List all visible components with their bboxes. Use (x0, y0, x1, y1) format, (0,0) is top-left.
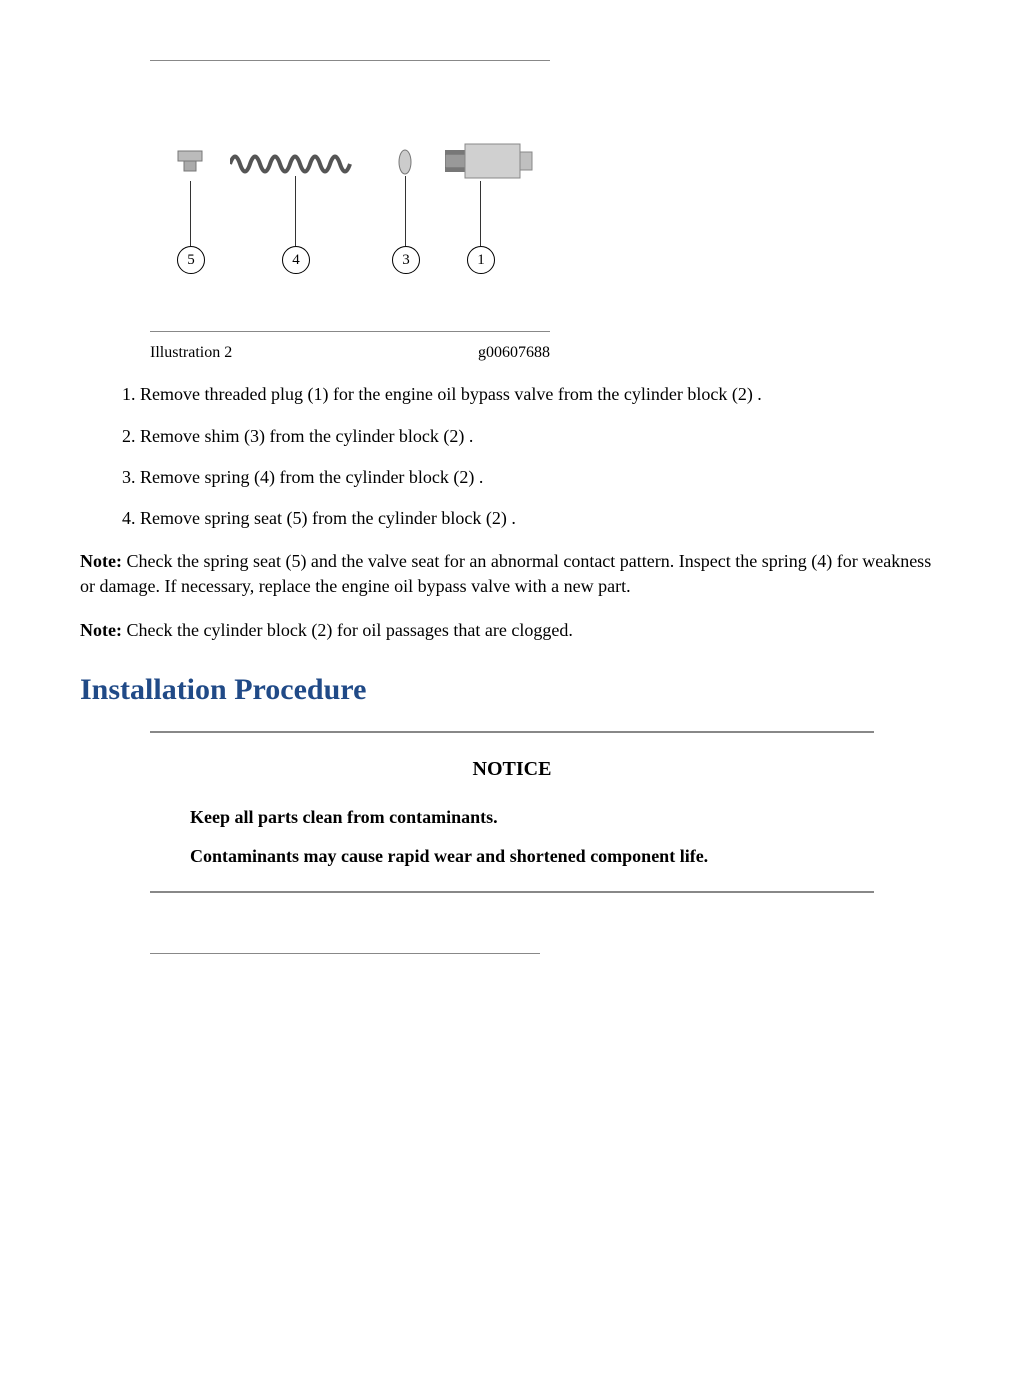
note-text: Check the spring seat (5) and the valve … (80, 551, 931, 596)
figure-caption: Illustration 2 g00607688 (150, 342, 550, 364)
note-paragraph: Note: Check the spring seat (5) and the … (80, 549, 944, 599)
notice-bottom-rule (150, 891, 874, 893)
notice-top-rule (150, 731, 874, 733)
note-paragraph: Note: Check the cylinder block (2) for o… (80, 618, 944, 643)
callout-line (190, 181, 191, 246)
note-label: Note: (80, 620, 122, 640)
callout-line (295, 176, 296, 246)
callout-circle: 5 (177, 246, 205, 274)
callout-circle: 4 (282, 246, 310, 274)
figure-caption-left: Illustration 2 (150, 342, 232, 364)
note-label: Note: (80, 551, 122, 571)
note-text: Check the cylinder block (2) for oil pas… (122, 620, 573, 640)
callout-line (405, 176, 406, 246)
list-item: Remove threaded plug (1) for the engine … (140, 382, 944, 407)
notice-title: NOTICE (150, 755, 874, 783)
callout-circle: 1 (467, 246, 495, 274)
list-item: Remove spring seat (5) from the cylinder… (140, 506, 944, 531)
figure-bottom-rule (150, 331, 550, 332)
figure-top-rule (150, 60, 550, 61)
removal-steps-list: Remove threaded plug (1) for the engine … (110, 382, 944, 531)
notice-line: Keep all parts clean from contaminants. (190, 805, 834, 830)
notice-body: Keep all parts clean from contaminants. … (150, 805, 874, 869)
callout-line (480, 181, 481, 246)
bottom-rule-container (150, 953, 540, 954)
part-spring-icon (230, 149, 360, 179)
list-item: Remove spring (4) from the cylinder bloc… (140, 465, 944, 490)
notice-box: NOTICE Keep all parts clean from contami… (150, 731, 874, 893)
list-item: Remove shim (3) from the cylinder block … (140, 424, 944, 449)
part-plug-icon (445, 136, 535, 186)
figure-caption-right: g00607688 (478, 342, 550, 364)
part-spring-seat-icon (170, 141, 210, 181)
figure-image: 5 4 3 1 (150, 81, 550, 311)
bottom-rule (150, 953, 540, 954)
figure-container: 5 4 3 1 (150, 60, 550, 364)
part-shim-icon (390, 147, 420, 177)
section-heading: Installation Procedure (80, 669, 944, 711)
notice-line: Contaminants may cause rapid wear and sh… (190, 844, 834, 869)
callout-circle: 3 (392, 246, 420, 274)
